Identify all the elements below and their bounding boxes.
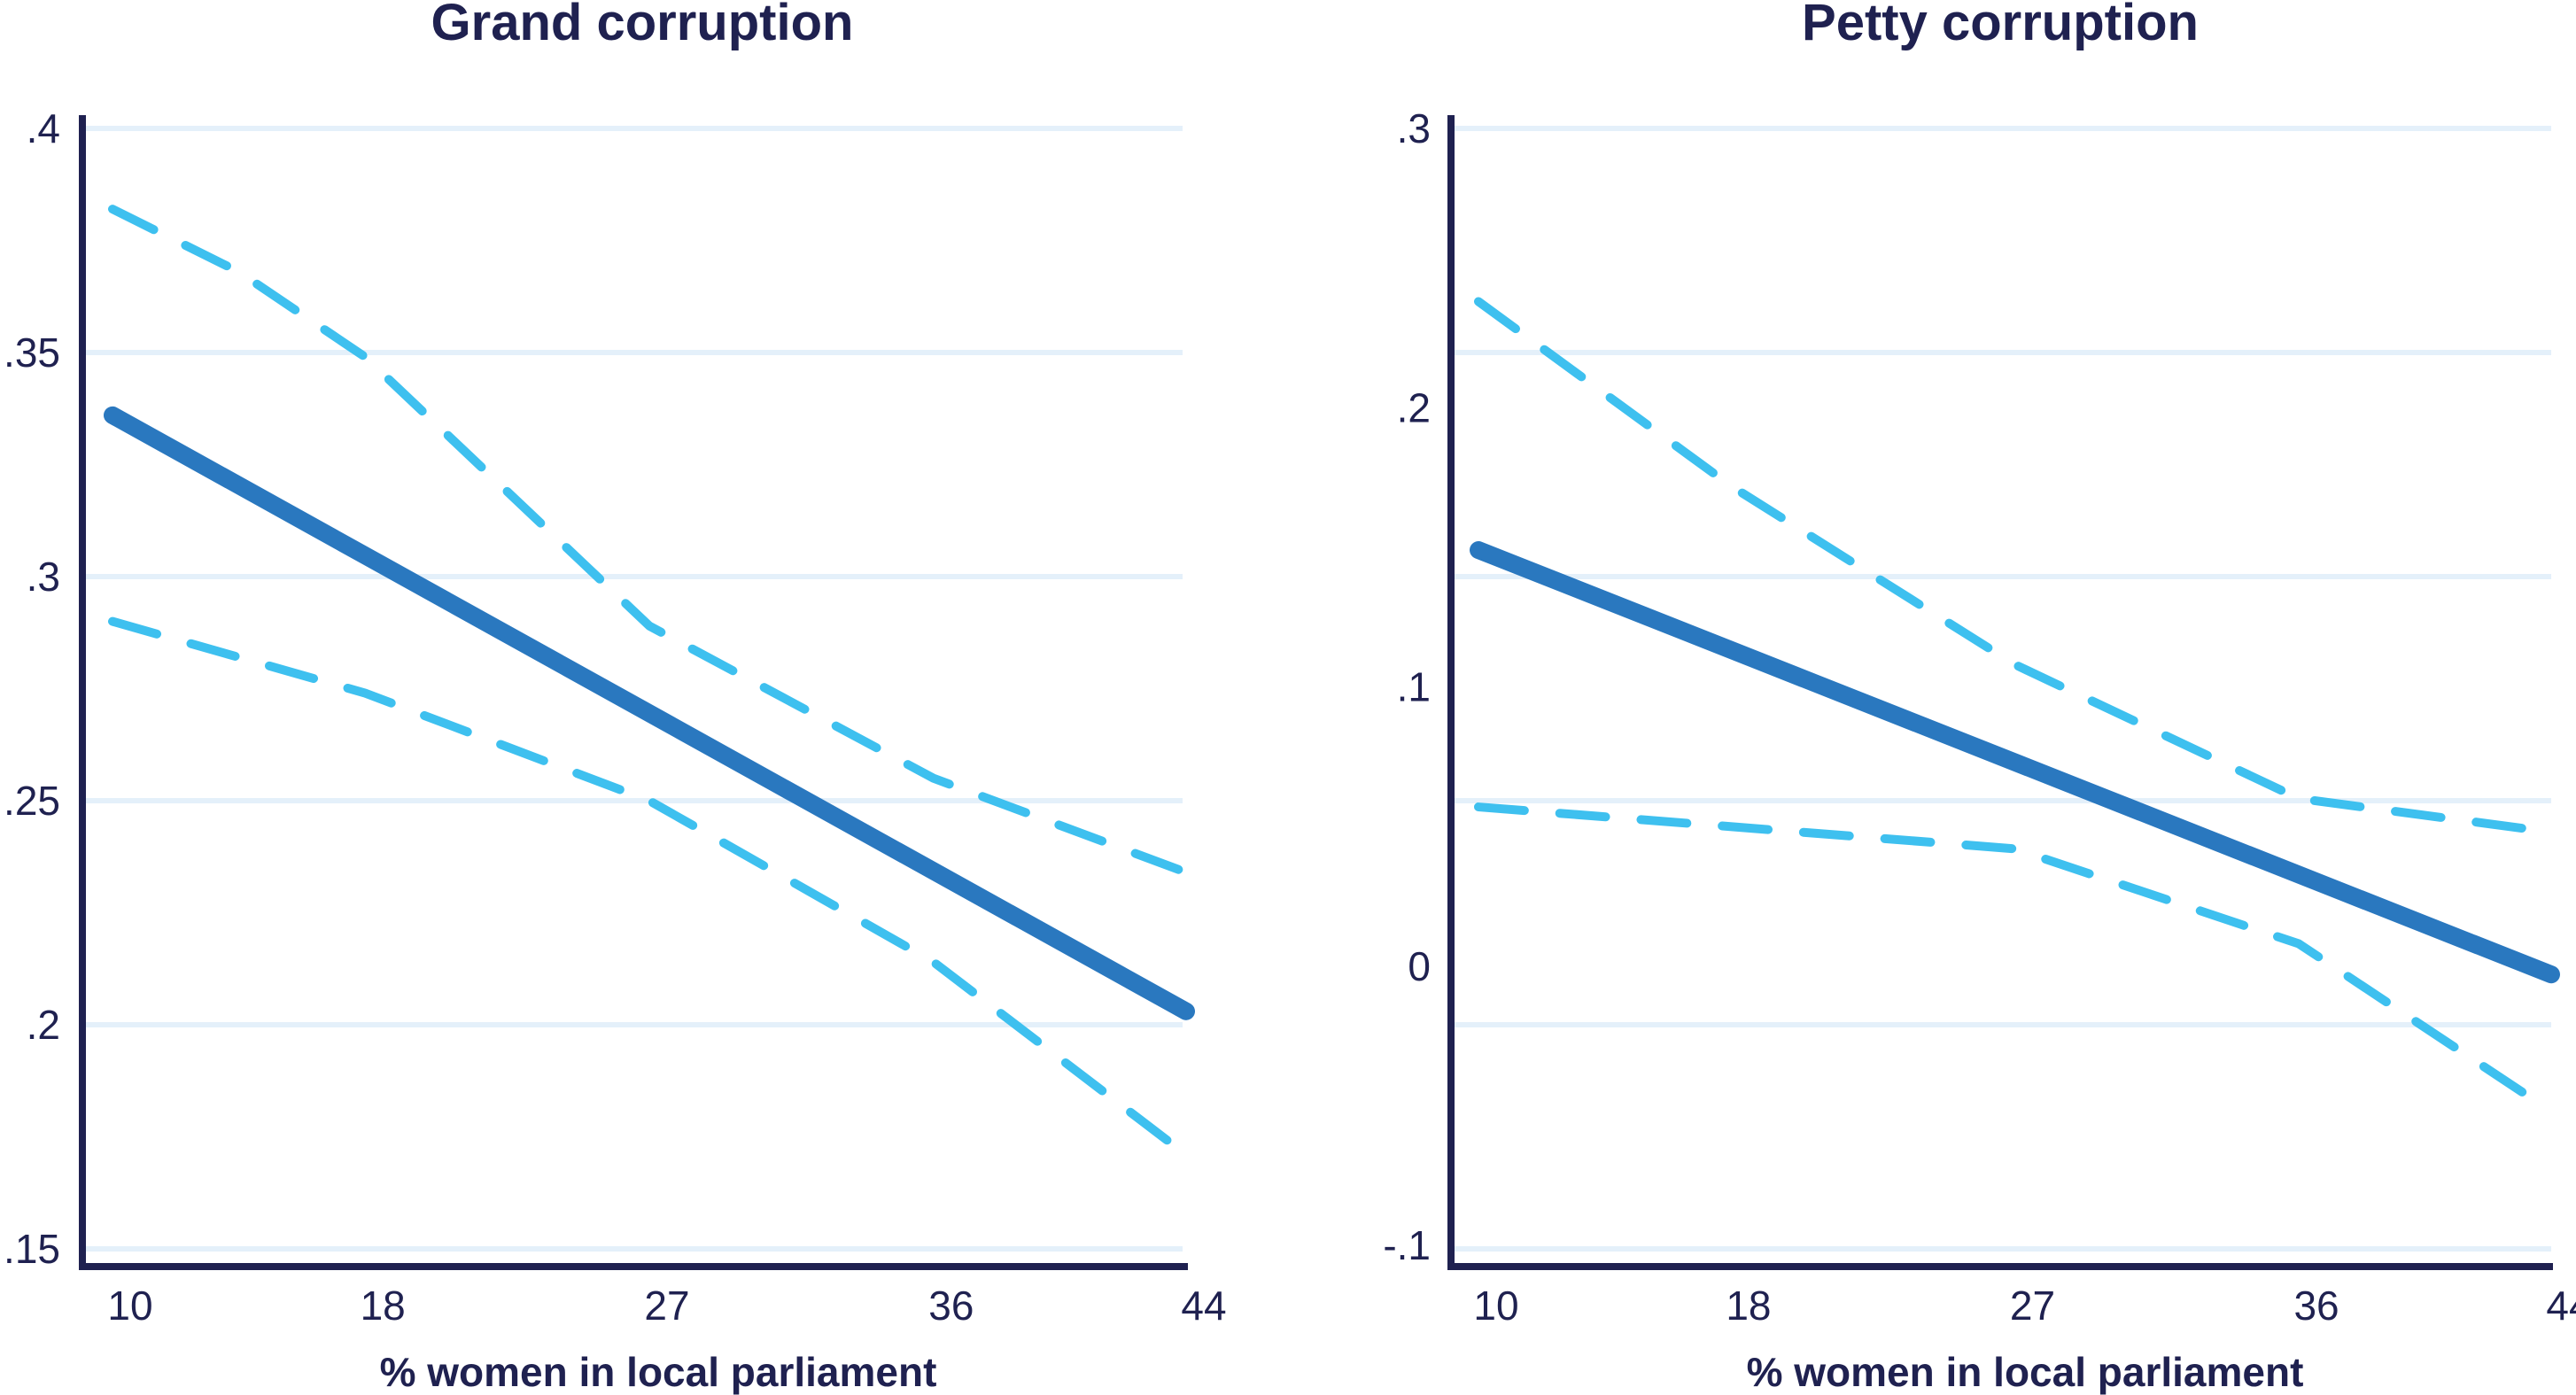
y-tick-label: .2 <box>1397 384 1431 430</box>
chart-title: Petty corruption <box>1802 0 2199 51</box>
y-tick-label: .1 <box>1397 664 1431 710</box>
estimate-line <box>1470 541 2560 984</box>
x-tick-label: 10 <box>1473 1283 1518 1329</box>
y-tick-label: .25 <box>4 778 60 824</box>
chart-title: Grand corruption <box>431 0 854 51</box>
x-tick-label: 18 <box>361 1283 406 1329</box>
x-tick-label: 10 <box>107 1283 152 1329</box>
lower-ci-line <box>108 616 1191 1159</box>
x-tick-label: 44 <box>2546 1283 2576 1329</box>
upper-ci-line <box>1474 297 2556 837</box>
upper-ci-line <box>108 205 1191 877</box>
x-tick-label: 27 <box>2010 1283 2055 1329</box>
y-tick-label: 0 <box>1408 943 1431 989</box>
lower-ci-line <box>1474 802 2556 1116</box>
y-tick-label: .2 <box>27 1002 60 1048</box>
y-tick-label: .35 <box>4 329 60 376</box>
estimate-line <box>104 406 1195 1020</box>
petty-corruption-panel: Petty corruption % women in local parlia… <box>1383 0 2576 1395</box>
y-tick-label: -.1 <box>1383 1222 1431 1268</box>
grand-corruption-panel: Grand corruption % women in local parlia… <box>4 0 1227 1395</box>
x-tick-label: 18 <box>1726 1283 1771 1329</box>
x-tick-label: 44 <box>1181 1283 1226 1329</box>
x-tick-label: 27 <box>644 1283 689 1329</box>
y-tick-label: .3 <box>27 554 60 600</box>
y-tick-label: .4 <box>27 105 60 151</box>
x-tick-label: 36 <box>928 1283 974 1329</box>
x-axis-label: % women in local parliament <box>1747 1349 2304 1395</box>
x-tick-label: 36 <box>2293 1283 2339 1329</box>
y-tick-label: .15 <box>4 1226 60 1272</box>
y-tick-label: .3 <box>1397 105 1431 151</box>
x-axis-label: % women in local parliament <box>380 1349 937 1395</box>
